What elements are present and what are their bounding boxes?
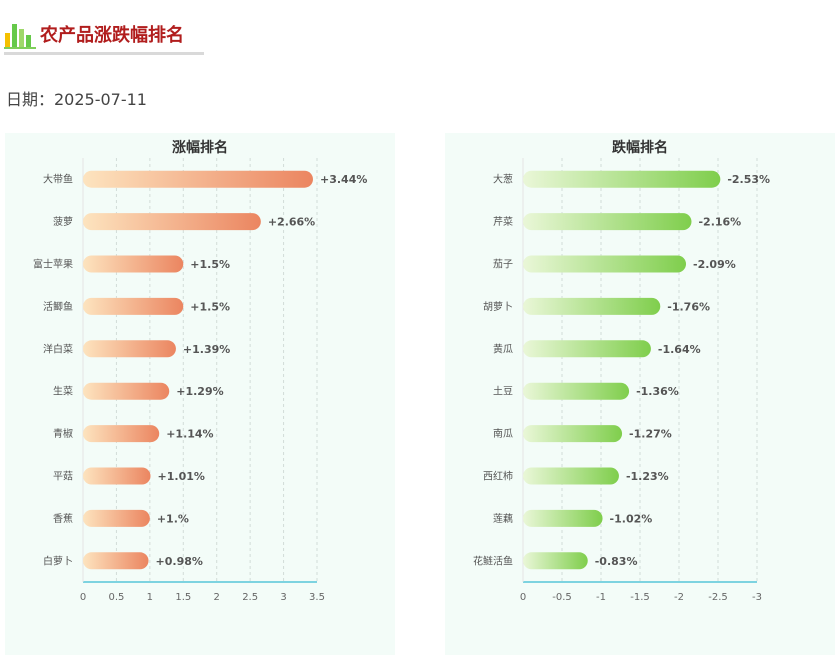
header: 农产品涨跌幅排名 xyxy=(4,14,204,56)
fall-x-tick-label: -2 xyxy=(674,592,684,603)
rise-x-tick-label: 2 xyxy=(214,592,220,603)
rise-value-label: +2.66% xyxy=(268,216,315,229)
rise-bar xyxy=(83,509,150,527)
rise-value-label: +3.44% xyxy=(320,173,367,186)
rise-x-tick-label: 2.5 xyxy=(242,592,258,603)
fall-category-label: 莲藕 xyxy=(493,513,513,525)
rise-bar xyxy=(83,467,151,485)
rise-x-tick-label: 1.5 xyxy=(175,592,191,603)
rise-value-label: +1.% xyxy=(157,512,189,525)
rise-category-label: 大带鱼 xyxy=(43,173,73,186)
fall-x-tick-label: 0 xyxy=(520,592,526,603)
fall-category-label: 茄子 xyxy=(493,258,513,271)
fall-category-label: 胡萝卜 xyxy=(483,300,513,313)
fall-value-label: -2.53% xyxy=(727,173,770,186)
rise-value-label: +1.5% xyxy=(190,258,230,271)
fall-value-label: -1.23% xyxy=(626,470,669,483)
fall-x-tick-label: -2.5 xyxy=(708,592,728,603)
fall-value-label: -1.02% xyxy=(610,512,653,525)
fall-x-tick-label: -1 xyxy=(596,592,606,603)
fall-value-label: -1.27% xyxy=(629,428,672,441)
fall-value-label: -2.16% xyxy=(698,216,741,229)
fall-category-label: 南瓜 xyxy=(493,427,513,440)
fall-bar xyxy=(523,213,692,231)
fall-category-label: 大葱 xyxy=(493,173,513,186)
fall-category-label: 西红柿 xyxy=(483,470,513,483)
rise-x-tick-label: 1 xyxy=(147,592,153,603)
fall-bar xyxy=(523,297,661,315)
fall-value-label: -1.64% xyxy=(658,343,701,356)
rise-value-label: +1.39% xyxy=(183,343,230,356)
fall-bar xyxy=(523,255,687,273)
rise-category-label: 富士苹果 xyxy=(33,258,73,271)
rise-bar xyxy=(83,425,160,443)
rise-x-tick-label: 3.5 xyxy=(309,592,325,603)
rise-bar xyxy=(83,297,184,315)
title-underline xyxy=(4,52,204,55)
fall-value-label: -2.09% xyxy=(693,258,736,271)
rise-bar xyxy=(83,382,170,400)
rise-ranking-panel: 涨幅排名 0 0.5 1 1.5 2 2.5 3 3.5 大带鱼 +3.44% 菠萝 +2.66% 富士苹… xyxy=(5,133,395,655)
fall-bar xyxy=(523,467,619,485)
rise-value-label: +0.98% xyxy=(156,555,203,568)
rise-x-tick-label: 0 xyxy=(80,592,86,603)
rise-category-label: 青椒 xyxy=(53,427,73,440)
rise-value-label: +1.01% xyxy=(158,470,205,483)
fall-x-tick-label: -1.5 xyxy=(630,592,650,603)
rise-bar xyxy=(83,552,149,570)
fall-ranking-panel: 跌幅排名 0 -0.5 -1 -1.5 -2 -2.5 -3 大葱 -2.53% 芹菜 -2.16% 茄… xyxy=(445,133,835,655)
rise-category-label: 香蕉 xyxy=(53,513,73,525)
fall-bar xyxy=(523,509,603,527)
rise-category-label: 洋白菜 xyxy=(43,342,73,355)
fall-value-label: -0.83% xyxy=(595,555,638,568)
fall-category-label: 芹菜 xyxy=(493,216,513,228)
rise-category-label: 平菇 xyxy=(53,470,73,483)
fall-value-label: -1.36% xyxy=(636,385,679,398)
rise-category-label: 菠萝 xyxy=(53,216,73,228)
rise-bar xyxy=(83,170,313,188)
fall-category-label: 黄瓜 xyxy=(493,342,513,355)
rise-value-label: +1.29% xyxy=(176,385,223,398)
rise-ranking-chart: 涨幅排名 0 0.5 1 1.5 2 2.5 3 3.5 大带鱼 +3.44% 菠萝 +2.66% 富士苹… xyxy=(33,139,367,603)
fall-bar xyxy=(523,552,588,570)
rise-bar xyxy=(83,340,176,358)
rise-value-label: +1.14% xyxy=(166,428,213,441)
fall-value-label: -1.76% xyxy=(667,300,710,313)
fall-ranking-chart: 跌幅排名 0 -0.5 -1 -1.5 -2 -2.5 -3 大葱 -2.53% 芹菜 -2.16% 茄… xyxy=(473,139,770,603)
rise-bar xyxy=(83,213,261,231)
rise-value-label: +1.5% xyxy=(190,300,230,313)
fall-bar xyxy=(523,170,721,188)
rise-x-tick-label: 0.5 xyxy=(108,592,124,603)
fall-category-label: 土豆 xyxy=(493,385,513,398)
rise-x-tick-label: 3 xyxy=(280,592,286,603)
fall-x-tick-label: -0.5 xyxy=(552,592,572,603)
rise-category-label: 生菜 xyxy=(53,385,73,398)
fall-category-label: 花鲢活鱼 xyxy=(473,554,513,567)
rise-chart-title: 涨幅排名 xyxy=(172,139,228,156)
fall-bar xyxy=(523,425,623,443)
fall-chart-title: 跌幅排名 xyxy=(612,139,668,156)
fall-bar xyxy=(523,340,651,358)
fall-bar xyxy=(523,382,630,400)
fall-x-tick-label: -3 xyxy=(752,592,762,603)
date-label: 日期：2025-07-11 xyxy=(6,90,147,109)
rise-category-label: 活鲫鱼 xyxy=(43,300,73,313)
bar-chart-logo-icon xyxy=(4,24,36,49)
page-title: 农产品涨跌幅排名 xyxy=(40,25,184,46)
rise-bar xyxy=(83,255,184,273)
rise-category-label: 白萝卜 xyxy=(43,554,73,567)
